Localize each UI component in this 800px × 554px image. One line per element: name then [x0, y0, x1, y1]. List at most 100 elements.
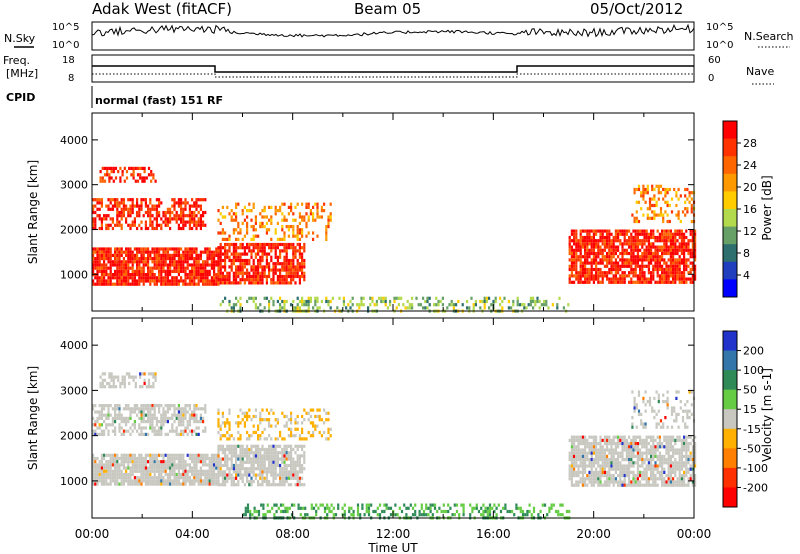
heatmap-cell [644, 187, 647, 192]
heatmap-cell [173, 263, 176, 267]
heatmap-cell [667, 454, 670, 458]
heatmap-cell [595, 271, 598, 275]
heatmap-cell [658, 477, 661, 481]
heatmap-cell [599, 248, 602, 252]
heatmap-cell [285, 278, 288, 282]
heatmap-cell [119, 166, 122, 170]
heatmap-cell [601, 445, 604, 449]
heatmap-cell [213, 469, 216, 473]
heatmap-cell [144, 201, 147, 205]
heatmap-cell [105, 223, 108, 227]
heatmap-cell [142, 432, 145, 436]
heatmap-cell [204, 429, 207, 433]
heatmap-cell [612, 435, 615, 439]
heatmap-cell [239, 271, 242, 275]
heatmap-cell [111, 456, 114, 461]
heatmap-cell [640, 194, 643, 198]
heatmap-cell [588, 458, 591, 462]
heatmap-cell [298, 278, 301, 282]
heatmap-cell [100, 276, 103, 280]
heatmap-cell [261, 271, 264, 275]
heatmap-cell [210, 466, 213, 470]
heatmap-cell [610, 445, 613, 449]
heatmap-cell [270, 246, 273, 250]
heatmap-cell [92, 463, 95, 467]
heatmap-cell [612, 464, 615, 468]
heatmap-cell [235, 483, 238, 487]
heatmap-cell [579, 245, 582, 249]
heatmap-cell [199, 223, 202, 227]
heatmap-cell [257, 447, 260, 452]
heatmap-cell [625, 248, 628, 252]
heatmap-cell [257, 444, 260, 448]
heatmap-cell [612, 267, 615, 272]
heatmap-cell [92, 269, 95, 273]
heatmap-cell [640, 191, 643, 195]
heatmap-cell [100, 456, 103, 461]
heatmap-cell [272, 467, 275, 471]
heatmap-cell [592, 438, 595, 442]
heatmap-cell [105, 257, 108, 261]
heatmap-cell [136, 463, 139, 467]
heatmap-cell [155, 453, 158, 457]
heatmap-cell [186, 420, 189, 424]
heatmap-cell [294, 252, 297, 256]
heatmap-cell [224, 470, 227, 474]
heatmap-cell [155, 223, 158, 227]
heatmap-cell [224, 451, 227, 455]
heatmap-cell [215, 456, 218, 461]
heatmap-cell [608, 483, 611, 487]
heatmap-cell [619, 258, 622, 262]
heatmap-cell [650, 280, 653, 284]
heatmap-cell [111, 207, 114, 211]
heatmap-cell [606, 261, 609, 265]
heatmap-cell [621, 274, 624, 278]
heatmap-cell [127, 460, 130, 464]
heatmap-cell [105, 253, 108, 257]
heatmap-cell [634, 445, 637, 449]
heatmap-cell [599, 251, 602, 256]
heatmap-cell [287, 281, 290, 285]
heatmap-cell [191, 282, 194, 286]
heatmap-cell [182, 423, 185, 427]
heatmap-cell [411, 296, 414, 300]
heatmap-cell [180, 456, 183, 461]
heatmap-cell [663, 467, 666, 471]
heatmap-cell [109, 413, 112, 417]
heatmap-cell [294, 205, 297, 209]
heatmap-cell [154, 378, 157, 382]
heatmap-cell [239, 470, 242, 474]
heatmap-cell [287, 234, 290, 238]
heatmap-cell [573, 448, 576, 452]
heatmap-cell [279, 444, 282, 448]
heatmap-cell [577, 438, 580, 442]
heatmap-cell [667, 470, 670, 474]
heatmap-cell [617, 464, 620, 468]
heatmap-cell [636, 261, 639, 265]
heatmap-cell [327, 411, 330, 415]
heatmap-cell [136, 279, 139, 283]
heatmap-cell [133, 466, 136, 470]
heatmap-cell [127, 273, 130, 277]
heatmap-cell [632, 271, 635, 275]
heatmap-cell [182, 217, 185, 221]
heatmap-cell [107, 276, 110, 280]
heatmap-cell [235, 473, 238, 477]
heatmap-cell [669, 480, 672, 484]
heatmap-cell [656, 271, 659, 275]
heatmap-cell [177, 266, 180, 270]
heatmap-cell [142, 257, 145, 261]
heatmap-cell [105, 266, 108, 270]
heatmap-cell [195, 273, 198, 277]
heatmap-cell [127, 250, 130, 254]
heatmap-cell [235, 228, 238, 232]
heatmap-cell [599, 261, 602, 265]
heatmap-cell [590, 483, 593, 487]
heatmap-cell [195, 220, 198, 224]
heatmap-cell [217, 463, 220, 468]
heatmap-cell [122, 476, 125, 480]
heatmap-cell [581, 267, 584, 272]
heatmap-cell [147, 469, 150, 473]
heatmap-cell [603, 255, 606, 259]
heatmap-cell [568, 464, 571, 468]
